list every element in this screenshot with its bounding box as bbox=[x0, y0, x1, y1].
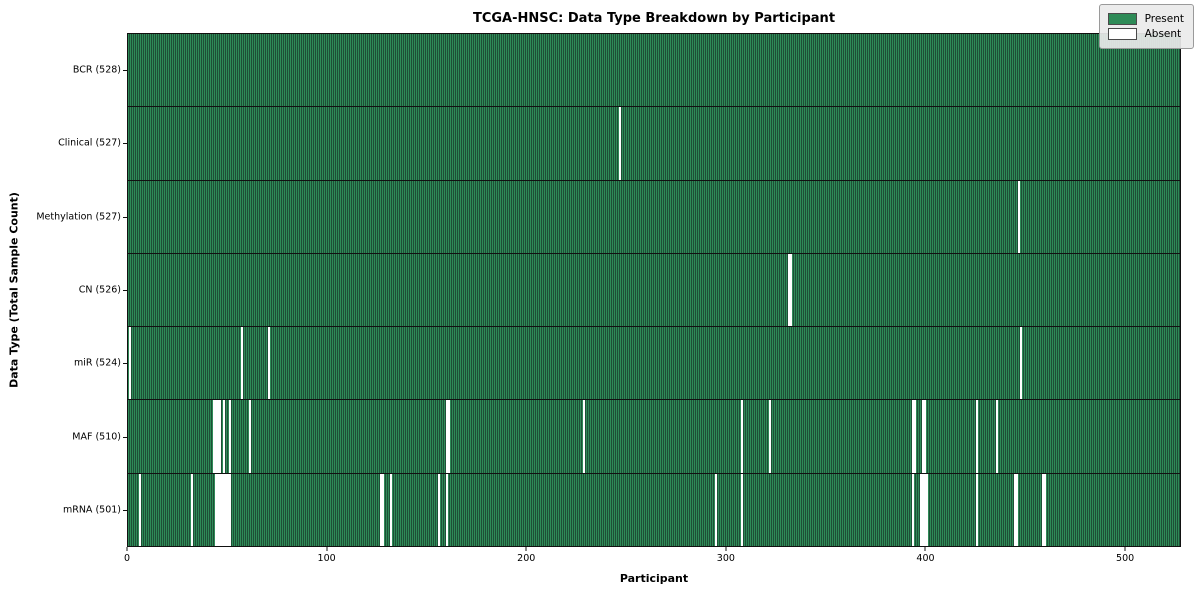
absent-stripe bbox=[216, 473, 219, 546]
absent-stripe bbox=[218, 400, 221, 473]
legend: Present Absent bbox=[1098, 4, 1194, 49]
absent-stripe bbox=[268, 327, 271, 400]
y-tick-label-mRNA: mRNA (501) bbox=[62, 504, 121, 516]
absent-stripe bbox=[919, 473, 922, 546]
absent-stripe bbox=[212, 400, 215, 473]
x-tick-label-100: 100 bbox=[317, 553, 336, 564]
absent-stripe bbox=[619, 107, 622, 180]
legend-label-present: Present bbox=[1144, 13, 1184, 25]
data-row-CN bbox=[128, 253, 1180, 328]
legend-entry-present: Present bbox=[1107, 13, 1184, 25]
y-tick-mark bbox=[123, 436, 127, 438]
x-tick-label-500: 500 bbox=[1116, 553, 1135, 564]
absent-stripe bbox=[921, 473, 924, 546]
x-tick-mark bbox=[924, 547, 926, 551]
absent-stripe bbox=[921, 400, 924, 473]
absent-stripe bbox=[995, 400, 998, 473]
absent-stripe bbox=[923, 400, 926, 473]
absent-stripe bbox=[923, 473, 926, 546]
absent-stripe bbox=[228, 400, 231, 473]
absent-stripe bbox=[1019, 327, 1022, 400]
absent-stripe bbox=[222, 473, 225, 546]
y-tick-mark bbox=[123, 143, 127, 145]
data-row-mRNA bbox=[128, 473, 1180, 546]
x-tick-mark bbox=[126, 547, 128, 551]
x-tick-label-300: 300 bbox=[716, 553, 735, 564]
absent-stripe bbox=[218, 473, 221, 546]
absent-stripe bbox=[248, 400, 251, 473]
absent-stripe bbox=[975, 400, 978, 473]
absent-stripe bbox=[445, 473, 448, 546]
absent-stripe bbox=[240, 327, 243, 400]
plot-area bbox=[127, 33, 1181, 547]
y-tick-label-miR: miR (524) bbox=[73, 357, 121, 369]
absent-stripe bbox=[214, 473, 217, 546]
x-tick-label-200: 200 bbox=[517, 553, 536, 564]
absent-stripe bbox=[445, 400, 448, 473]
x-axis-label: Participant bbox=[619, 572, 689, 585]
data-row-Methylation bbox=[128, 180, 1180, 254]
absent-stripe bbox=[1041, 473, 1044, 546]
x-tick-mark bbox=[525, 547, 527, 551]
absent-stripe bbox=[1043, 473, 1046, 546]
absent-stripe bbox=[912, 473, 914, 546]
legend-label-absent: Absent bbox=[1144, 28, 1182, 40]
absent-stripe bbox=[222, 400, 225, 473]
absent-stripe bbox=[216, 400, 219, 473]
x-tick-label-0: 0 bbox=[123, 553, 131, 564]
x-tick-mark bbox=[1124, 547, 1126, 551]
absent-stripe bbox=[128, 327, 131, 400]
absent-stripe bbox=[1017, 180, 1020, 253]
legend-swatch-absent bbox=[1107, 28, 1137, 40]
absent-stripe bbox=[975, 473, 978, 546]
y-tick-mark bbox=[123, 290, 127, 291]
absent-stripe bbox=[788, 253, 791, 327]
absent-stripe bbox=[214, 400, 217, 473]
absent-stripe bbox=[226, 473, 229, 546]
absent-stripe bbox=[583, 400, 586, 473]
y-tick-label-Methylation: Methylation (527) bbox=[36, 211, 121, 223]
y-tick-label-CN: CN (526) bbox=[78, 284, 121, 296]
y-tick-mark bbox=[123, 216, 127, 218]
absent-stripe bbox=[914, 400, 916, 473]
y-tick-mark bbox=[123, 510, 127, 512]
y-tick-label-BCR: BCR (528) bbox=[72, 64, 121, 76]
absent-stripe bbox=[447, 400, 450, 473]
x-tick-label-400: 400 bbox=[916, 553, 935, 564]
absent-stripe bbox=[790, 253, 793, 327]
absent-stripe bbox=[740, 473, 743, 546]
absent-stripe bbox=[190, 473, 193, 546]
absent-stripe bbox=[380, 473, 383, 546]
data-row-MAF bbox=[128, 400, 1180, 474]
data-row-Clinical bbox=[128, 107, 1180, 181]
absent-stripe bbox=[138, 473, 141, 546]
absent-stripe bbox=[740, 400, 743, 473]
absent-stripe bbox=[382, 473, 385, 546]
absent-stripe bbox=[925, 473, 928, 546]
legend-entry-absent: Absent bbox=[1107, 28, 1184, 40]
y-tick-mark bbox=[123, 69, 127, 71]
absent-stripe bbox=[220, 473, 223, 546]
absent-stripe bbox=[224, 473, 227, 546]
y-tick-mark bbox=[123, 363, 127, 365]
absent-stripe bbox=[768, 400, 771, 473]
absent-stripe bbox=[1013, 473, 1016, 546]
absent-stripe bbox=[228, 473, 231, 546]
x-axis-ticks: 0 100 200 300 400 500 bbox=[123, 547, 1181, 577]
y-tick-label-MAF: MAF (510) bbox=[72, 431, 121, 443]
absent-stripe bbox=[714, 473, 717, 546]
data-row-miR bbox=[128, 327, 1180, 401]
y-axis-tick-labels: BCR (528) Clinical (527) Methylation (527)… bbox=[0, 33, 127, 547]
chart-title: TCGA-HNSC: Data Type Breakdown by Partic… bbox=[472, 11, 836, 26]
absent-stripe bbox=[1015, 473, 1018, 546]
x-tick-mark bbox=[326, 547, 328, 551]
absent-stripe bbox=[912, 400, 914, 473]
x-tick-mark bbox=[725, 547, 727, 551]
absent-stripe bbox=[390, 473, 392, 546]
data-row-BCR bbox=[128, 34, 1180, 108]
legend-swatch-present bbox=[1107, 13, 1137, 25]
absent-stripe bbox=[437, 473, 440, 546]
y-tick-label-Clinical: Clinical (527) bbox=[58, 137, 121, 149]
